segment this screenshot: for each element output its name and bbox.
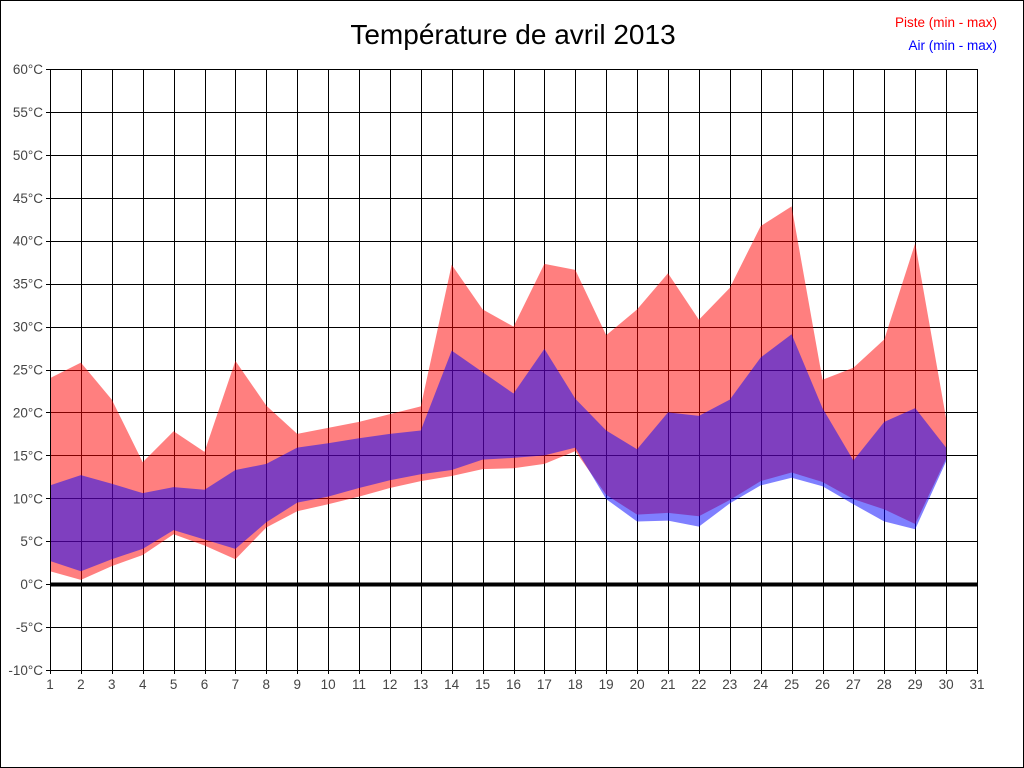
air-band <box>50 334 947 572</box>
svg-text:12: 12 <box>382 677 397 692</box>
svg-text:40°C: 40°C <box>13 234 43 249</box>
svg-text:25°C: 25°C <box>13 363 43 378</box>
svg-text:18: 18 <box>568 677 583 692</box>
svg-text:28: 28 <box>877 677 892 692</box>
svg-text:22: 22 <box>691 677 706 692</box>
svg-text:26: 26 <box>815 677 830 692</box>
svg-text:24: 24 <box>753 677 769 692</box>
svg-text:5°C: 5°C <box>20 534 43 549</box>
svg-text:19: 19 <box>599 677 614 692</box>
legend-item-piste: Piste (min - max) <box>894 15 997 30</box>
svg-text:55°C: 55°C <box>13 105 43 120</box>
svg-text:23: 23 <box>722 677 737 692</box>
svg-text:-5°C: -5°C <box>16 620 43 635</box>
svg-text:13: 13 <box>413 677 428 692</box>
svg-text:11: 11 <box>352 677 366 692</box>
chart-title: Température de avril 2013 <box>350 19 676 50</box>
svg-text:14: 14 <box>444 677 460 692</box>
svg-text:30°C: 30°C <box>13 320 43 335</box>
svg-text:16: 16 <box>506 677 521 692</box>
svg-text:0°C: 0°C <box>20 577 43 592</box>
axis-ticks <box>46 69 978 674</box>
svg-text:31: 31 <box>969 677 984 692</box>
svg-text:21: 21 <box>660 677 675 692</box>
svg-text:3: 3 <box>108 677 116 692</box>
svg-text:2: 2 <box>77 677 85 692</box>
svg-text:9: 9 <box>293 677 301 692</box>
svg-text:60°C: 60°C <box>13 62 43 77</box>
svg-text:25: 25 <box>784 677 799 692</box>
legend: Piste (min - max) Air (min - max) <box>895 11 997 57</box>
svg-text:6: 6 <box>201 677 209 692</box>
axis-labels: 60°C55°C50°C45°C40°C35°C30°C25°C20°C15°C… <box>8 62 984 692</box>
svg-text:20: 20 <box>630 677 645 692</box>
svg-text:5: 5 <box>170 677 178 692</box>
svg-text:-10°C: -10°C <box>8 663 43 678</box>
svg-text:8: 8 <box>263 677 271 692</box>
svg-text:15: 15 <box>475 677 490 692</box>
svg-text:17: 17 <box>537 677 552 692</box>
svg-text:10°C: 10°C <box>13 491 43 506</box>
svg-text:29: 29 <box>908 677 923 692</box>
svg-text:1: 1 <box>46 677 54 692</box>
legend-item-air: Air (min - max) <box>908 38 998 53</box>
svg-text:20°C: 20°C <box>13 405 43 420</box>
svg-text:45°C: 45°C <box>13 191 43 206</box>
svg-text:10: 10 <box>321 677 336 692</box>
svg-text:15°C: 15°C <box>13 448 43 463</box>
svg-text:30: 30 <box>939 677 954 692</box>
svg-text:4: 4 <box>139 677 147 692</box>
svg-text:27: 27 <box>846 677 861 692</box>
svg-text:50°C: 50°C <box>13 148 43 163</box>
svg-text:35°C: 35°C <box>13 277 43 292</box>
svg-text:7: 7 <box>232 677 240 692</box>
